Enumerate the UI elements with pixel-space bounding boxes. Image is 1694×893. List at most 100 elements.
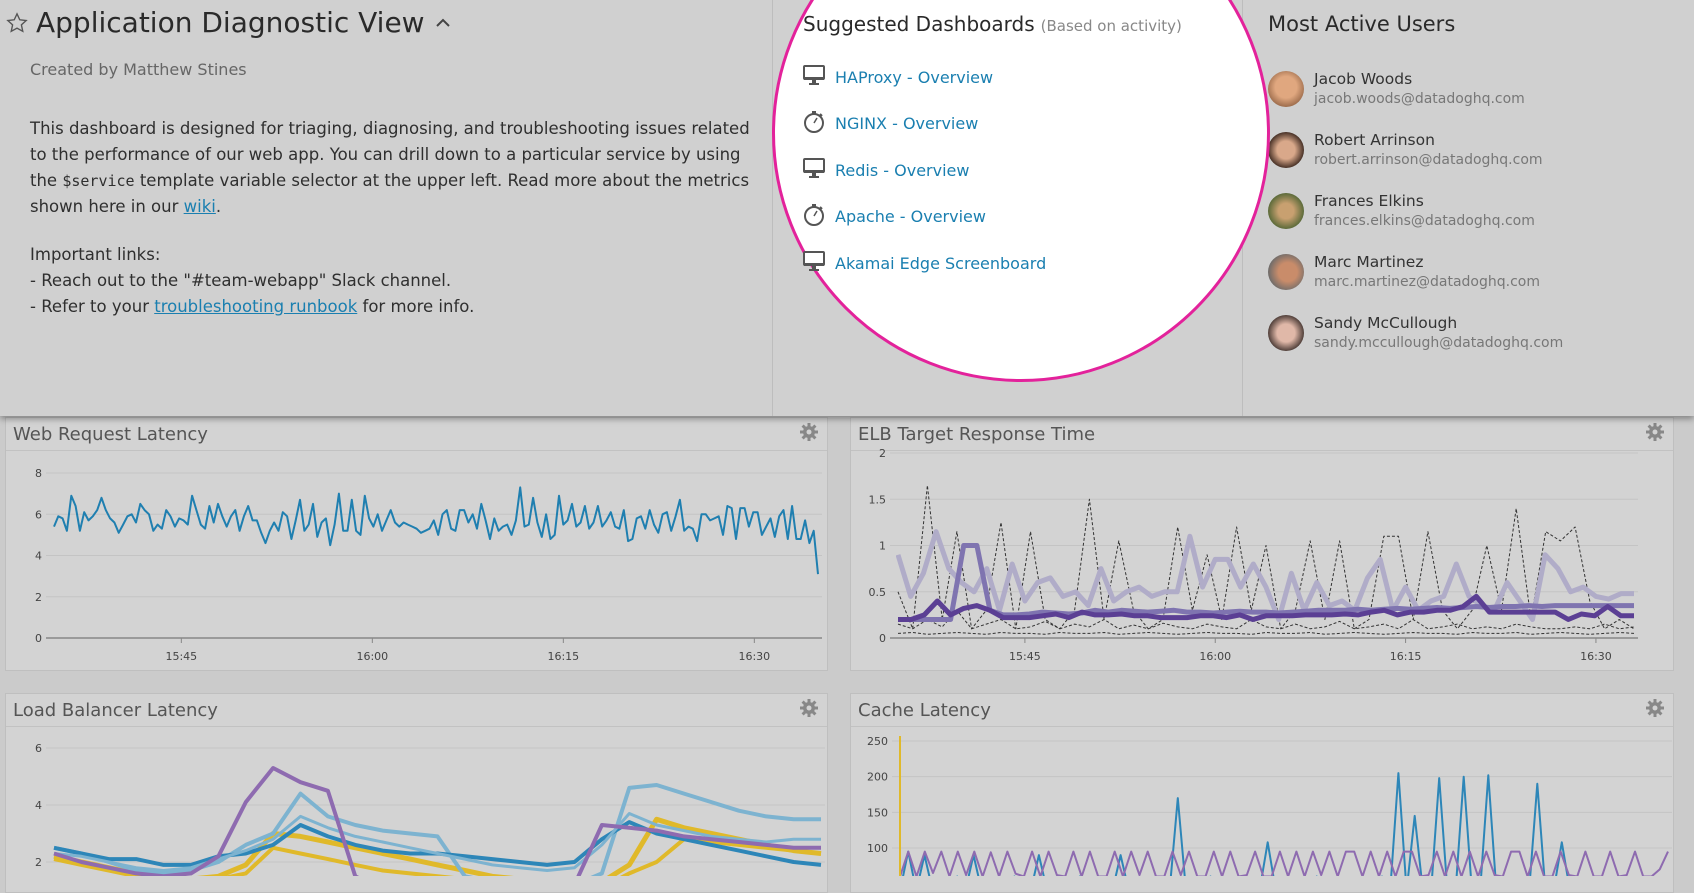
desc-text: This dashboard is designed for triaging,… — [30, 119, 750, 190]
desc-text: - Refer to your — [30, 297, 155, 316]
widget-header-divider — [851, 726, 1673, 727]
dashboard-title: Application Diagnostic View — [6, 6, 453, 39]
creator-label: Created by Matthew Stines — [30, 60, 247, 79]
dashboard-link-label[interactable]: Apache - Overview — [835, 207, 986, 227]
widget-title: Load Balancer Latency — [13, 700, 218, 721]
user-email: jacob.woods@datadoghq.com — [1314, 91, 1525, 107]
chart-3: 100 150 200 250 — [867, 735, 1672, 876]
y-tick-label: 1.5 — [869, 493, 887, 506]
y-tick-label: 150 — [867, 806, 888, 819]
stopwatch-icon — [803, 203, 825, 230]
desc-text: template variable selector at the upper … — [30, 171, 750, 216]
monitor-icon — [803, 251, 825, 275]
slack-channel-note: - Reach out to the "#team-webapp" Slack … — [30, 271, 452, 290]
monitor-icon — [803, 65, 825, 89]
runbook-note: - Refer to your troubleshooting runbook … — [30, 294, 474, 320]
user-email: frances.elkins@datadoghq.com — [1314, 213, 1535, 229]
series-line — [53, 766, 821, 876]
widget-web-request-latency: Web Request Latency — [5, 417, 828, 671]
y-tick-label: 0.5 — [869, 586, 887, 599]
user-name: Sandy McCullough — [1314, 314, 1458, 332]
wiki-link[interactable]: wiki — [183, 197, 216, 216]
stopwatch-icon — [803, 110, 825, 137]
y-tick-label: 0 — [879, 632, 886, 645]
dashboard-description: This dashboard is designed for triaging,… — [30, 116, 760, 220]
gear-icon[interactable] — [1645, 698, 1665, 718]
y-tick-label: 250 — [867, 735, 888, 748]
star-icon[interactable] — [6, 11, 28, 34]
series-line — [53, 812, 821, 872]
widget-elb-target-response-time: ELB Target Response Time — [850, 417, 1674, 671]
user-item[interactable]: Frances Elkins frances.elkins@datadoghq.c… — [1268, 180, 1563, 241]
monitor-icon — [803, 158, 825, 182]
suggested-dashboard-link[interactable]: HAProxy - Overview — [803, 54, 1182, 101]
gear-icon[interactable] — [799, 698, 819, 718]
user-item[interactable]: Marc Martinez marc.martinez@datadoghq.com — [1268, 241, 1563, 302]
y-tick-label: 4 — [35, 550, 42, 563]
user-item[interactable]: Sandy McCullough sandy.mccullough@datadog… — [1268, 302, 1563, 363]
gear-icon[interactable] — [1645, 422, 1665, 442]
desc-text: for more info. — [357, 297, 475, 316]
y-tick-label: 200 — [867, 771, 888, 784]
series-line — [897, 484, 1635, 630]
suggested-dashboard-link[interactable]: Apache - Overview — [803, 194, 1182, 241]
series-line — [898, 593, 1634, 622]
series-line — [897, 609, 1635, 630]
chart-1: 0 0.5 1 1.5 2 15:45 16:00 16:15 16:30 — [869, 447, 1638, 663]
y-tick-label: 8 — [35, 467, 42, 480]
series-line — [899, 850, 1669, 876]
widget-header-divider — [851, 450, 1673, 451]
widget-header-divider — [6, 726, 827, 727]
title-text: Application Diagnostic View — [36, 6, 425, 39]
series-line — [897, 632, 1635, 635]
suggested-dashboards: Suggested Dashboards (Based on activity) … — [803, 12, 1182, 287]
user-name: Jacob Woods — [1314, 70, 1413, 88]
gear-icon[interactable] — [799, 422, 819, 442]
user-email: marc.martinez@datadoghq.com — [1314, 274, 1540, 290]
user-email: robert.arrinson@datadoghq.com — [1314, 152, 1543, 168]
dashboard-link-label[interactable]: Akamai Edge Screenboard — [835, 253, 1047, 273]
avatar — [1268, 70, 1304, 107]
desc-text: . — [215, 197, 222, 216]
series-line — [896, 529, 1634, 622]
dashboard-link-label[interactable]: HAProxy - Overview — [835, 67, 994, 87]
x-tick-label: 16:15 — [547, 650, 579, 663]
y-tick-label: 6 — [35, 742, 42, 755]
chart-0: 0 2 4 6 8 15:45 16:00 16:15 16:30 — [35, 467, 822, 663]
suggested-dashboard-link[interactable]: Redis - Overview — [803, 147, 1182, 194]
suggested-dashboard-link[interactable]: NGINX - Overview — [803, 101, 1182, 148]
widget-title: ELB Target Response Time — [858, 424, 1096, 445]
x-tick-label: 15:45 — [1009, 650, 1041, 663]
series-line — [53, 486, 819, 575]
dashboard-link-label[interactable]: Redis - Overview — [835, 160, 970, 180]
dashboard-link-label[interactable]: NGINX - Overview — [835, 114, 979, 134]
user-item[interactable]: Jacob Woods jacob.woods@datadoghq.com — [1268, 58, 1563, 119]
x-tick-label: 16:00 — [356, 650, 388, 663]
widget-title: Web Request Latency — [13, 424, 208, 445]
suggested-title: Suggested Dashboards (Based on activity) — [803, 12, 1182, 36]
y-tick-label: 2 — [879, 447, 886, 460]
x-tick-label: 16:00 — [1199, 650, 1231, 663]
links-title: Important links: — [30, 245, 161, 264]
series-line — [902, 772, 1620, 876]
highlight-circle — [772, 0, 1270, 382]
x-tick-label: 16:30 — [1580, 650, 1612, 663]
avatar — [1268, 314, 1304, 351]
troubleshooting-runbook-link[interactable]: troubleshooting runbook — [154, 297, 358, 316]
avatar — [1268, 131, 1304, 168]
x-tick-label: 16:30 — [738, 650, 770, 663]
x-tick-label: 15:45 — [165, 650, 197, 663]
series-line — [53, 816, 822, 876]
chevron-up-icon[interactable] — [433, 13, 453, 33]
user-name: Marc Martinez — [1314, 253, 1424, 271]
suggested-title-text: Suggested Dashboards — [803, 12, 1035, 36]
suggested-dashboard-link[interactable]: Akamai Edge Screenboard — [803, 240, 1182, 287]
user-item[interactable]: Robert Arrinson robert.arrinson@datadoghq… — [1268, 119, 1563, 180]
user-name: Robert Arrinson — [1314, 131, 1435, 149]
suggested-subtitle: (Based on activity) — [1040, 17, 1182, 35]
series-line — [53, 820, 822, 867]
avatar — [1268, 253, 1304, 290]
most-active-users: Most Active Users Jacob Woods jacob.woods… — [1268, 12, 1563, 363]
series-line — [53, 783, 821, 876]
